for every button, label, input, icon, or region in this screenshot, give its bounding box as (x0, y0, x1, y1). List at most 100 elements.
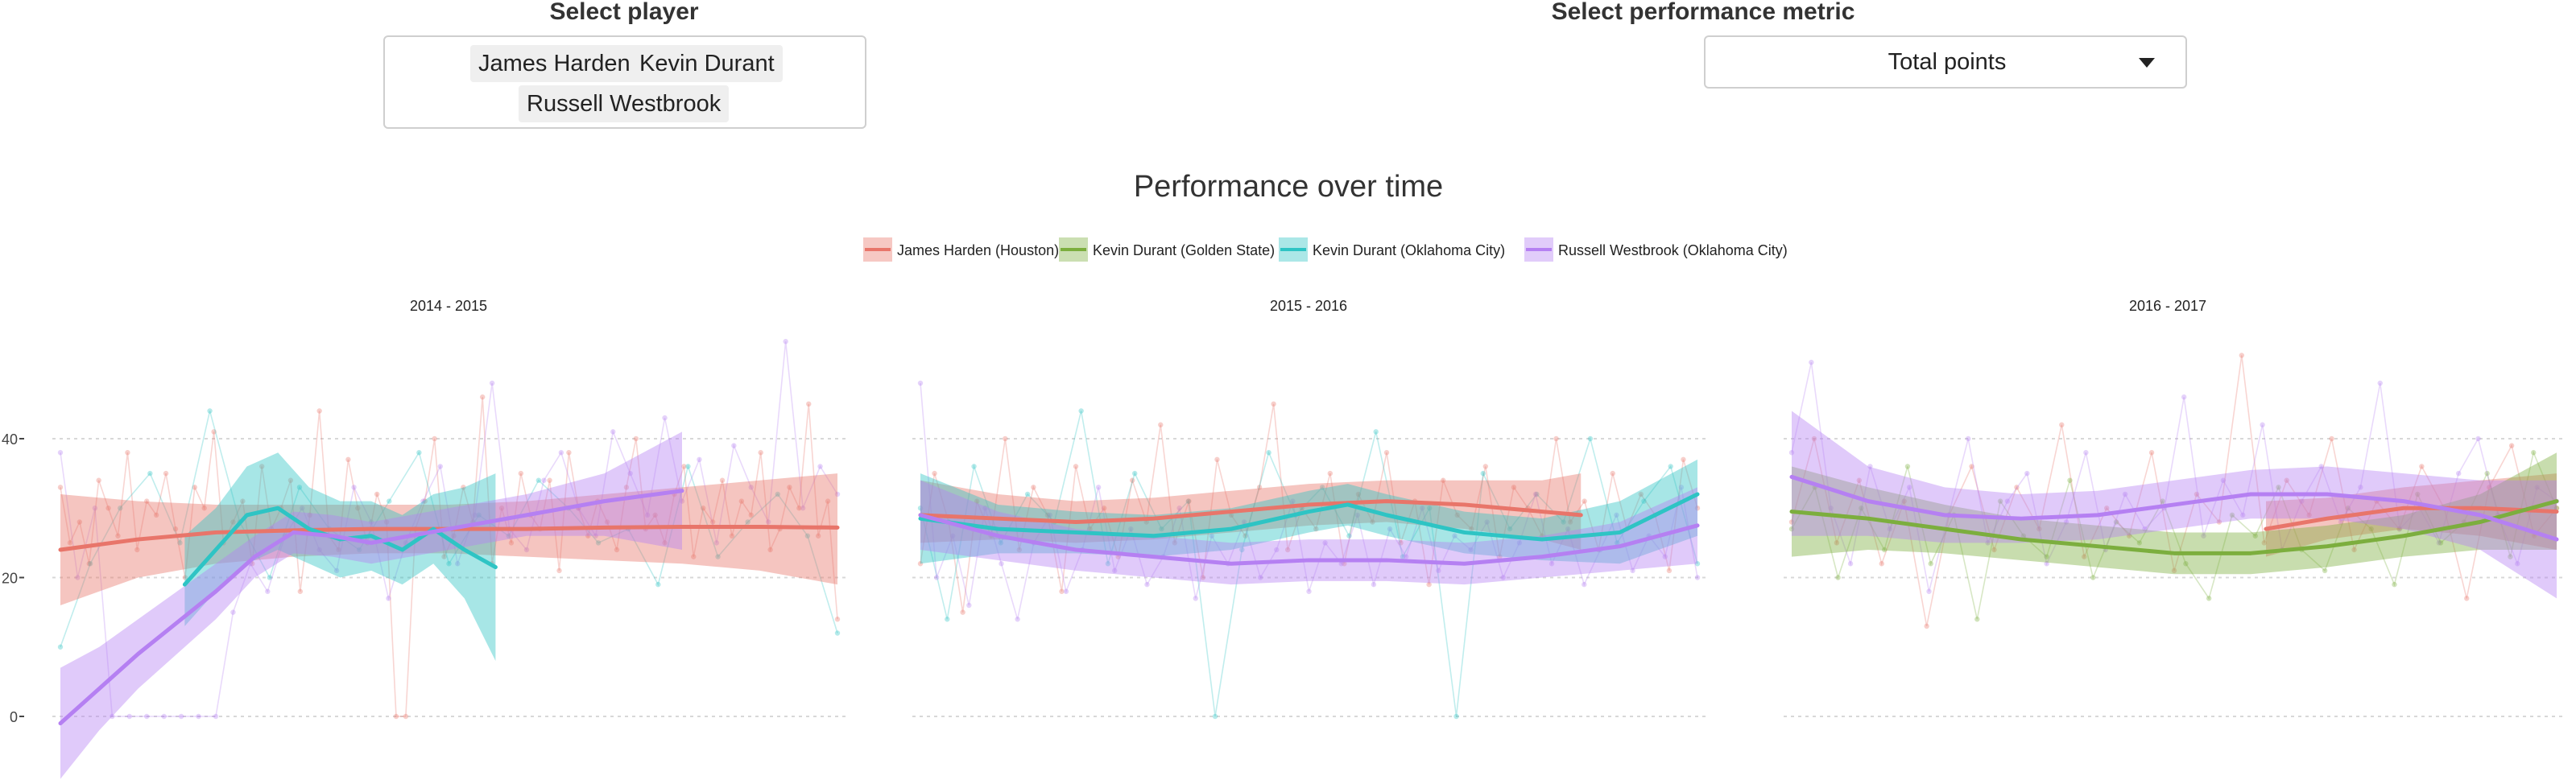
data-point (118, 506, 123, 511)
player-chip-james-harden[interactable]: James Harden (470, 45, 639, 82)
data-point (1313, 526, 1319, 532)
data-point (623, 485, 630, 490)
legend-label: Russell Westbrook (Oklahoma City) (1558, 242, 1788, 258)
data-point (230, 519, 236, 525)
data-point (709, 519, 716, 525)
data-point (745, 519, 750, 525)
data-point (1638, 491, 1644, 497)
data-point (1480, 470, 1486, 477)
data-point (933, 575, 940, 580)
data-point (1158, 422, 1164, 427)
data-point (2126, 533, 2132, 539)
data-point (1867, 464, 1873, 469)
data-point (1985, 540, 1991, 546)
data-point (1879, 561, 1884, 567)
data-point (685, 464, 691, 469)
panel-1: 2015 - 2016 (912, 298, 1706, 720)
trend-line (918, 513, 1700, 566)
data-point (834, 491, 841, 497)
data-point (2004, 498, 2011, 504)
data-point (110, 713, 115, 720)
data-point (1346, 533, 1352, 539)
data-point (1073, 464, 1079, 469)
trend-line (918, 499, 1583, 524)
data-point (1904, 464, 1911, 469)
data-point (982, 506, 988, 511)
metric-select[interactable]: Total points (1704, 35, 2187, 89)
data-point (2534, 485, 2540, 490)
data-point (2024, 470, 2030, 477)
data-point (1256, 485, 1263, 490)
data-point (1031, 485, 1036, 490)
data-point (307, 512, 312, 518)
data-point (1452, 533, 1458, 539)
data-point (652, 512, 658, 518)
data-point (1420, 506, 1425, 511)
data-point (1788, 450, 1795, 456)
caret-down-icon[interactable] (2139, 58, 2155, 68)
data-point (932, 470, 937, 477)
data-point (796, 506, 802, 511)
data-point (960, 609, 965, 615)
data-point (1373, 429, 1379, 435)
player-multiselect[interactable]: James Harden Kevin Durant Russell Westbr… (383, 35, 866, 129)
data-point (1095, 485, 1102, 490)
data-point (2122, 491, 2128, 497)
data-point (1129, 477, 1135, 483)
data-point (547, 477, 552, 483)
data-point (2044, 561, 2049, 567)
data-point (701, 506, 706, 511)
data-point (258, 464, 265, 469)
chart-title: Performance over time (1134, 170, 1443, 204)
data-point (719, 477, 726, 483)
data-point (126, 713, 132, 720)
data-point (614, 547, 620, 553)
data-point (817, 464, 823, 469)
data-point (455, 561, 461, 567)
data-point (2358, 485, 2363, 490)
data-point (177, 540, 183, 546)
data-point (387, 498, 392, 504)
data-point (1243, 533, 1248, 539)
data-point (96, 477, 101, 483)
data-point (196, 713, 201, 720)
data-point (57, 450, 64, 456)
data-point (1454, 512, 1460, 518)
data-point (1811, 435, 1817, 442)
data-point (1105, 561, 1111, 567)
data-point (2338, 519, 2344, 525)
data-point (2322, 567, 2328, 574)
data-point (2299, 498, 2305, 504)
data-point (125, 450, 130, 456)
data-point (1400, 554, 1406, 559)
data-point (416, 450, 422, 456)
data-point (2206, 596, 2212, 601)
player-chip-kevin-durant[interactable]: Kevin Durant (631, 45, 783, 82)
data-point (172, 526, 179, 532)
data-point (134, 547, 140, 553)
series-raw-line (1791, 355, 2557, 627)
data-point (556, 567, 562, 574)
data-point (766, 519, 771, 525)
data-point (451, 533, 457, 539)
data-point (1828, 506, 1834, 511)
data-point (787, 485, 792, 490)
data-point (1228, 512, 1234, 518)
data-point (1694, 575, 1701, 580)
data-point (1532, 491, 1539, 497)
data-point (1582, 498, 1587, 504)
data-point (240, 498, 246, 504)
data-point (917, 380, 924, 386)
data-point (403, 540, 409, 546)
data-point (541, 477, 547, 483)
data-point (476, 512, 482, 518)
legend-item-3: Russell Westbrook (Oklahoma City) (1524, 237, 1788, 262)
data-point (300, 506, 305, 511)
data-point (2083, 450, 2089, 456)
player-chip-russell-westbrook[interactable]: Russell Westbrook (519, 85, 730, 122)
data-point (2484, 470, 2490, 477)
data-point (207, 408, 213, 414)
data-point (806, 401, 812, 407)
data-point (998, 540, 1004, 546)
